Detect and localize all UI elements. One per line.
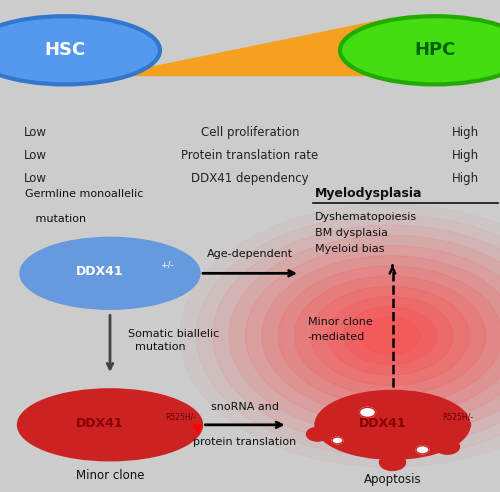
- Circle shape: [278, 266, 500, 406]
- Text: HSC: HSC: [44, 41, 86, 59]
- Circle shape: [360, 317, 420, 355]
- Text: DDX41: DDX41: [76, 265, 124, 278]
- Circle shape: [262, 256, 500, 416]
- Circle shape: [321, 410, 349, 428]
- Text: protein translation: protein translation: [194, 437, 296, 447]
- Text: -mediated: -mediated: [308, 333, 365, 342]
- Circle shape: [346, 397, 364, 409]
- Text: R525H/-: R525H/-: [442, 412, 474, 422]
- Circle shape: [344, 307, 436, 365]
- Circle shape: [196, 215, 500, 457]
- Polygon shape: [110, 18, 390, 75]
- Text: Minor clone: Minor clone: [76, 468, 144, 482]
- Text: Low: Low: [24, 149, 46, 162]
- Text: Germline monoallelic: Germline monoallelic: [25, 189, 144, 199]
- Text: Low: Low: [24, 172, 46, 185]
- Circle shape: [340, 16, 500, 85]
- Circle shape: [306, 428, 328, 441]
- Text: Protein translation rate: Protein translation rate: [182, 149, 318, 162]
- Circle shape: [380, 454, 406, 470]
- Ellipse shape: [20, 237, 200, 309]
- Circle shape: [418, 400, 436, 412]
- Circle shape: [450, 418, 470, 431]
- Text: Apoptosis: Apoptosis: [364, 473, 422, 486]
- Text: High: High: [452, 172, 478, 185]
- Circle shape: [328, 297, 452, 375]
- Circle shape: [332, 437, 343, 444]
- Text: R525H/-: R525H/-: [165, 412, 196, 422]
- Text: BM dysplasia: BM dysplasia: [315, 228, 388, 238]
- Ellipse shape: [18, 389, 202, 461]
- Circle shape: [0, 16, 160, 85]
- Circle shape: [229, 235, 500, 436]
- Circle shape: [416, 446, 429, 454]
- Text: Minor clone: Minor clone: [308, 317, 372, 327]
- Text: DDX41: DDX41: [358, 417, 406, 430]
- Circle shape: [360, 407, 376, 417]
- Text: Myelodysplasia: Myelodysplasia: [315, 187, 422, 200]
- Text: High: High: [452, 125, 478, 139]
- Circle shape: [436, 439, 460, 454]
- Circle shape: [246, 246, 500, 426]
- Text: Age-dependent: Age-dependent: [207, 249, 293, 259]
- Text: Cell proliferation: Cell proliferation: [201, 125, 299, 139]
- Text: +/-: +/-: [160, 261, 174, 270]
- Text: DDX41: DDX41: [76, 417, 124, 430]
- Circle shape: [212, 225, 500, 447]
- Text: Low: Low: [24, 125, 46, 139]
- Text: snoRNA and: snoRNA and: [211, 402, 279, 412]
- Text: Somatic biallelic: Somatic biallelic: [128, 329, 219, 339]
- Text: Dyshematopoiesis: Dyshematopoiesis: [315, 213, 417, 222]
- Circle shape: [294, 276, 486, 396]
- Text: DDX41 dependency: DDX41 dependency: [191, 172, 309, 185]
- Text: Myeloid bias: Myeloid bias: [315, 244, 384, 254]
- Text: mutation: mutation: [25, 214, 86, 224]
- Ellipse shape: [315, 391, 470, 459]
- Text: HPC: HPC: [414, 41, 456, 59]
- Text: mutation: mutation: [128, 342, 185, 352]
- Text: High: High: [452, 149, 478, 162]
- Circle shape: [311, 286, 469, 385]
